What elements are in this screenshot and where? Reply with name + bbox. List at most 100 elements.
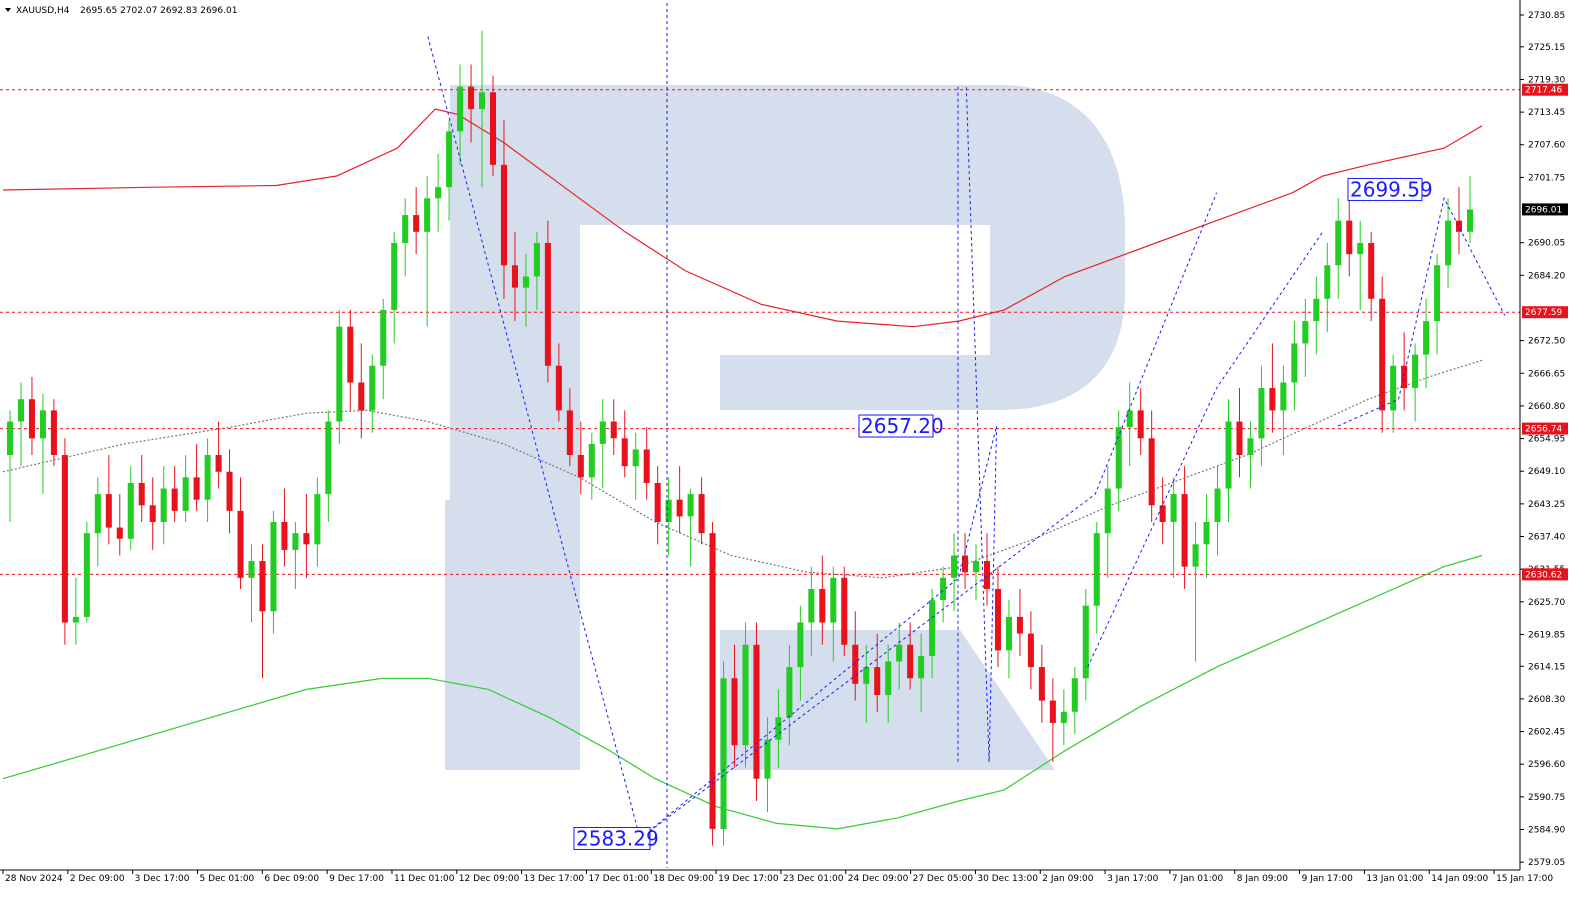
x-tick-label: 17 Dec 01:00 xyxy=(588,874,649,884)
x-tick-label: 2 Jan 09:00 xyxy=(1042,874,1094,884)
y-tick-label: 2690.05 xyxy=(1528,239,1565,249)
candle-body xyxy=(1302,321,1309,344)
candle-body xyxy=(972,561,980,573)
callout-box xyxy=(1347,177,1423,201)
candle-body xyxy=(830,577,837,623)
candle-body xyxy=(1379,298,1386,411)
x-tick-label: 2 Dec 09:00 xyxy=(70,874,125,884)
candle-body xyxy=(446,131,453,188)
logo-letter-top xyxy=(445,85,1125,500)
candle-body xyxy=(1313,298,1320,322)
candle-body xyxy=(1115,427,1122,489)
y-tick-label: 2649.10 xyxy=(1528,467,1565,477)
candle-body xyxy=(764,739,771,779)
x-tick-label: 3 Dec 17:00 xyxy=(135,874,190,884)
candle-body xyxy=(555,365,562,411)
candle-body xyxy=(127,482,134,539)
candle-body xyxy=(1401,365,1408,389)
candle-body xyxy=(83,533,90,617)
candle-body xyxy=(654,482,661,522)
y-tick-label: 2666.65 xyxy=(1528,369,1565,379)
candle-body xyxy=(522,276,529,288)
candle-body xyxy=(500,164,508,266)
current-price-label: 2696.01 xyxy=(1525,205,1562,215)
candle-body xyxy=(1170,494,1177,522)
x-tick-label: 8 Jan 09:00 xyxy=(1237,874,1289,884)
candle-body xyxy=(720,678,727,829)
x-tick-label: 30 Dec 13:00 xyxy=(977,874,1038,884)
candle-body xyxy=(1082,605,1089,679)
level-badge-label: 2717.46 xyxy=(1525,86,1562,96)
x-tick-label: 15 Jan 17:00 xyxy=(1496,874,1553,884)
callout-box xyxy=(858,414,934,438)
level-badge xyxy=(1522,422,1568,435)
candle-body xyxy=(1236,421,1243,456)
y-tick-label: 2579.05 xyxy=(1528,858,1565,868)
candle-body xyxy=(303,533,310,545)
candle-body xyxy=(314,494,321,545)
y-tick-label: 2614.15 xyxy=(1528,662,1565,672)
y-tick-label: 2707.60 xyxy=(1528,141,1565,151)
candle-body xyxy=(687,494,694,517)
candle-body xyxy=(577,455,584,478)
indicator-bands xyxy=(2,108,1483,830)
candle-body xyxy=(50,410,57,456)
candle-body xyxy=(1038,667,1045,701)
candle-body xyxy=(292,533,299,550)
x-tick-label: 5 Dec 01:00 xyxy=(199,874,254,884)
candle-body xyxy=(1324,265,1331,299)
y-tick-label: 2619.85 xyxy=(1528,630,1565,640)
candle-body xyxy=(511,265,518,288)
callout-label: 2699.59 xyxy=(1350,177,1433,201)
candle-body xyxy=(171,488,178,511)
x-tick-label: 27 Dec 05:00 xyxy=(913,874,974,884)
candle-body xyxy=(566,410,573,456)
candle-body xyxy=(1423,321,1430,355)
candle-body xyxy=(1412,354,1419,389)
candle-body xyxy=(138,482,145,506)
candle-body xyxy=(852,644,859,684)
level-badge xyxy=(1522,306,1568,319)
candle-body xyxy=(391,242,398,310)
candle-body xyxy=(182,477,189,511)
candle-body xyxy=(753,644,760,779)
candle-body xyxy=(819,588,826,623)
candle-body xyxy=(336,326,343,422)
x-tick-label: 3 Jan 17:00 xyxy=(1107,874,1159,884)
watermark-logo xyxy=(445,85,1125,770)
candle-body xyxy=(1071,678,1078,712)
candle-body xyxy=(28,399,35,439)
candle-body xyxy=(863,667,870,684)
candle-body xyxy=(72,616,79,623)
y-tick-label: 2596.60 xyxy=(1528,760,1565,770)
candle-body xyxy=(929,600,936,656)
x-tick-label: 7 Jan 01:00 xyxy=(1172,874,1224,884)
candle-body xyxy=(1192,544,1199,567)
candle-body xyxy=(797,622,804,668)
candle-body xyxy=(424,198,431,232)
y-tick-label: 2684.20 xyxy=(1528,271,1565,281)
candle-body xyxy=(1027,633,1034,668)
candle-body xyxy=(599,421,606,444)
level-badge xyxy=(1522,83,1568,96)
y-tick-label: 2719.30 xyxy=(1528,75,1565,85)
time-axis: 28 Nov 2024 2 Dec 09:00 3 Dec 17:00 5 Dec 0… xyxy=(0,869,1553,884)
candle-body xyxy=(6,421,14,456)
candle-body xyxy=(347,326,354,383)
candle-body xyxy=(742,644,749,746)
candle-body xyxy=(1456,220,1463,232)
candle-body xyxy=(918,655,925,679)
candle-body xyxy=(874,667,881,695)
chevron-down-icon[interactable] xyxy=(5,8,11,12)
level-badge-label: 2630.62 xyxy=(1525,570,1562,580)
candle-body xyxy=(1005,616,1012,651)
y-tick-label: 2637.40 xyxy=(1528,533,1565,543)
candle-body xyxy=(1346,220,1353,255)
x-tick-label: 28 Nov 2024 xyxy=(5,874,63,884)
price-callouts: 2699.59 2657.20 2583.29 xyxy=(573,177,1433,850)
candle-body xyxy=(413,215,420,232)
x-tick-label: 9 Jan 17:00 xyxy=(1302,874,1354,884)
candle-body xyxy=(808,588,815,623)
candle-body xyxy=(896,644,903,662)
